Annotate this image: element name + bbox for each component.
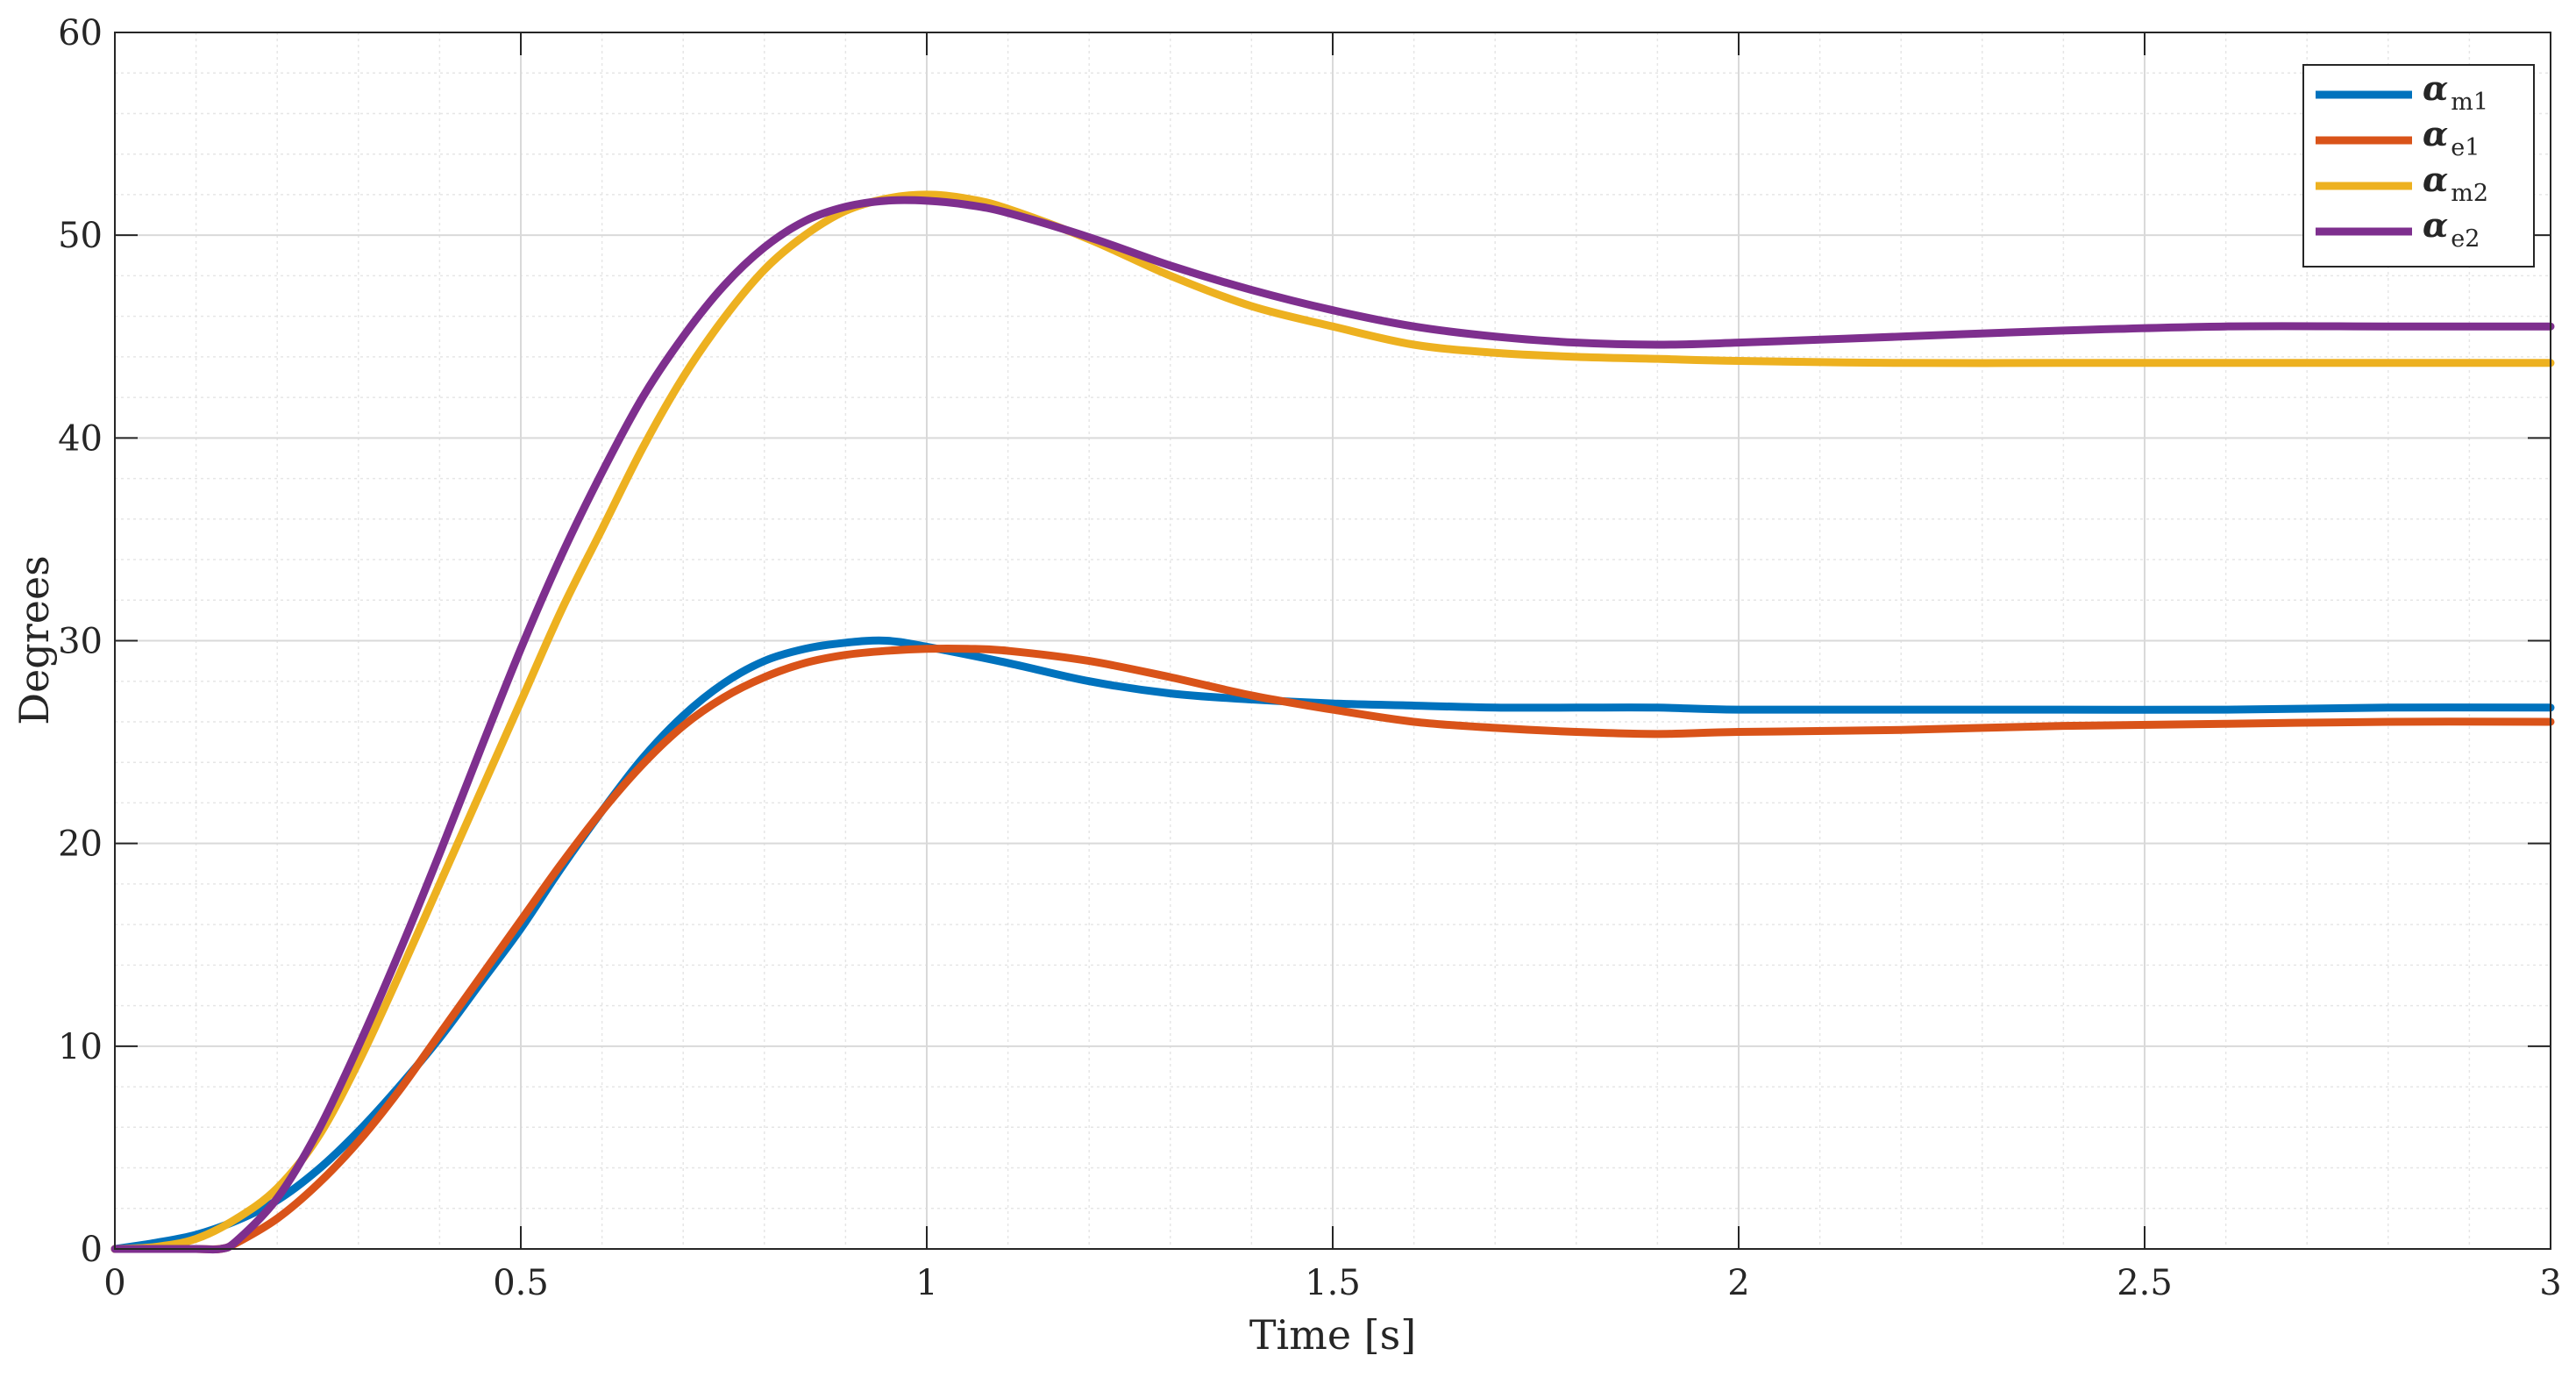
x-tick-label: 3 bbox=[2539, 1263, 2561, 1303]
legend: α m1α e1α m2α e2 bbox=[2302, 64, 2535, 268]
tick-marks bbox=[114, 32, 2551, 1250]
series-group bbox=[110, 190, 2555, 1254]
x-tick-label: 0 bbox=[103, 1263, 125, 1303]
y-tick-label: 20 bbox=[58, 824, 103, 865]
legend-label-subscript: m2 bbox=[2451, 180, 2488, 207]
x-axis-label: Time [s] bbox=[1249, 1311, 1416, 1359]
legend-label-subscript: e1 bbox=[2451, 134, 2480, 161]
x-tick-label: 1 bbox=[915, 1263, 937, 1303]
x-tick-label: 0.5 bbox=[493, 1263, 549, 1303]
y-tick-label: 40 bbox=[58, 418, 103, 459]
x-tick-label: 2.5 bbox=[2117, 1263, 2173, 1303]
y-tick-label: 50 bbox=[58, 216, 103, 256]
x-tick-labels: 0 0.5 1 1.5 2 2.5 3 bbox=[103, 1263, 2561, 1303]
y-tick-labels: 0 10 20 30 40 50 60 bbox=[58, 13, 103, 1270]
y-axis-label: Degrees bbox=[11, 555, 58, 725]
y-tick-label: 0 bbox=[81, 1230, 103, 1270]
x-tick-label: 1.5 bbox=[1305, 1263, 1361, 1303]
y-tick-label: 30 bbox=[58, 622, 103, 662]
legend-label-subscript: e2 bbox=[2451, 225, 2480, 253]
legend-label-subscript: m1 bbox=[2451, 89, 2488, 116]
x-tick-label: 2 bbox=[1727, 1263, 1749, 1303]
y-tick-label: 10 bbox=[58, 1027, 103, 1067]
y-tick-label: 60 bbox=[58, 13, 103, 54]
series-line-e2 bbox=[110, 196, 2555, 1254]
series-line-e1 bbox=[110, 644, 2555, 1254]
